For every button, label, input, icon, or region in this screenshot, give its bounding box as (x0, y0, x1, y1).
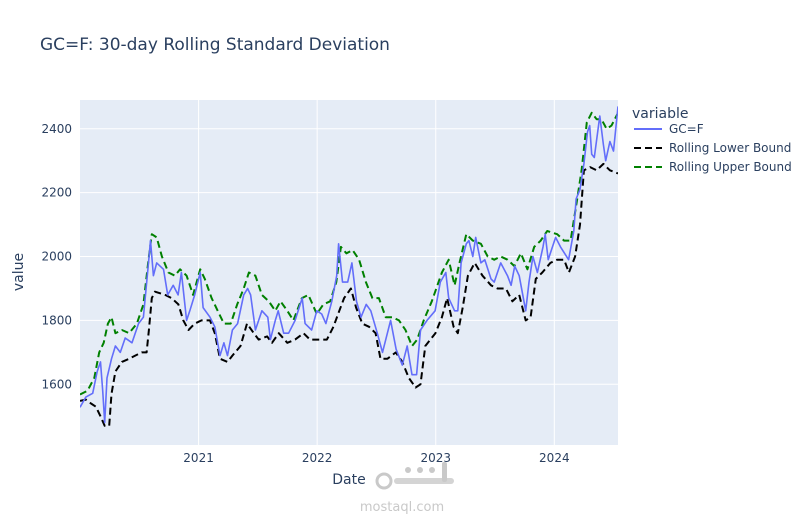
watermark: مستقل mostaql.com (360, 462, 454, 515)
series-line-rolling-upper-bound (80, 111, 618, 396)
legend: variable GC=F Rolling Lower Bound Rolling … (632, 106, 792, 174)
y-axis-ticks: 1600 1800 2000 2200 2400 (41, 122, 72, 392)
x-tick-label: 2023 (420, 451, 451, 465)
series-line-gc-f (80, 106, 618, 424)
chart-title: GC=F: 30-day Rolling Standard Deviation (40, 35, 390, 55)
watermark-logo-icon (375, 462, 454, 490)
y-tick-label: 2200 (41, 186, 72, 200)
legend-items: GC=F Rolling Lower Bound Rolling Upper Bou… (634, 122, 792, 174)
x-axis-ticks: 2021 2022 2023 2024 (183, 451, 569, 465)
y-axis-title: value (11, 253, 27, 291)
legend-item-label: Rolling Lower Bound (669, 141, 791, 155)
x-tick-label: 2024 (539, 451, 570, 465)
legend-title: variable (632, 106, 688, 122)
x-tick-label: 2021 (183, 451, 214, 465)
legend-item-label: GC=F (669, 122, 704, 136)
legend-item-label: Rolling Upper Bound (669, 160, 792, 174)
series-lines (80, 106, 618, 427)
grid-lines (80, 100, 618, 445)
y-tick-label: 1600 (41, 377, 72, 391)
watermark-arabic: مستقل (382, 476, 448, 501)
x-tick-label: 2022 (302, 451, 333, 465)
y-tick-label: 1800 (41, 313, 72, 327)
y-tick-label: 2400 (41, 122, 72, 136)
x-axis-title: Date (332, 472, 365, 488)
watermark-url: mostaql.com (360, 500, 444, 515)
y-tick-label: 2000 (41, 250, 72, 264)
